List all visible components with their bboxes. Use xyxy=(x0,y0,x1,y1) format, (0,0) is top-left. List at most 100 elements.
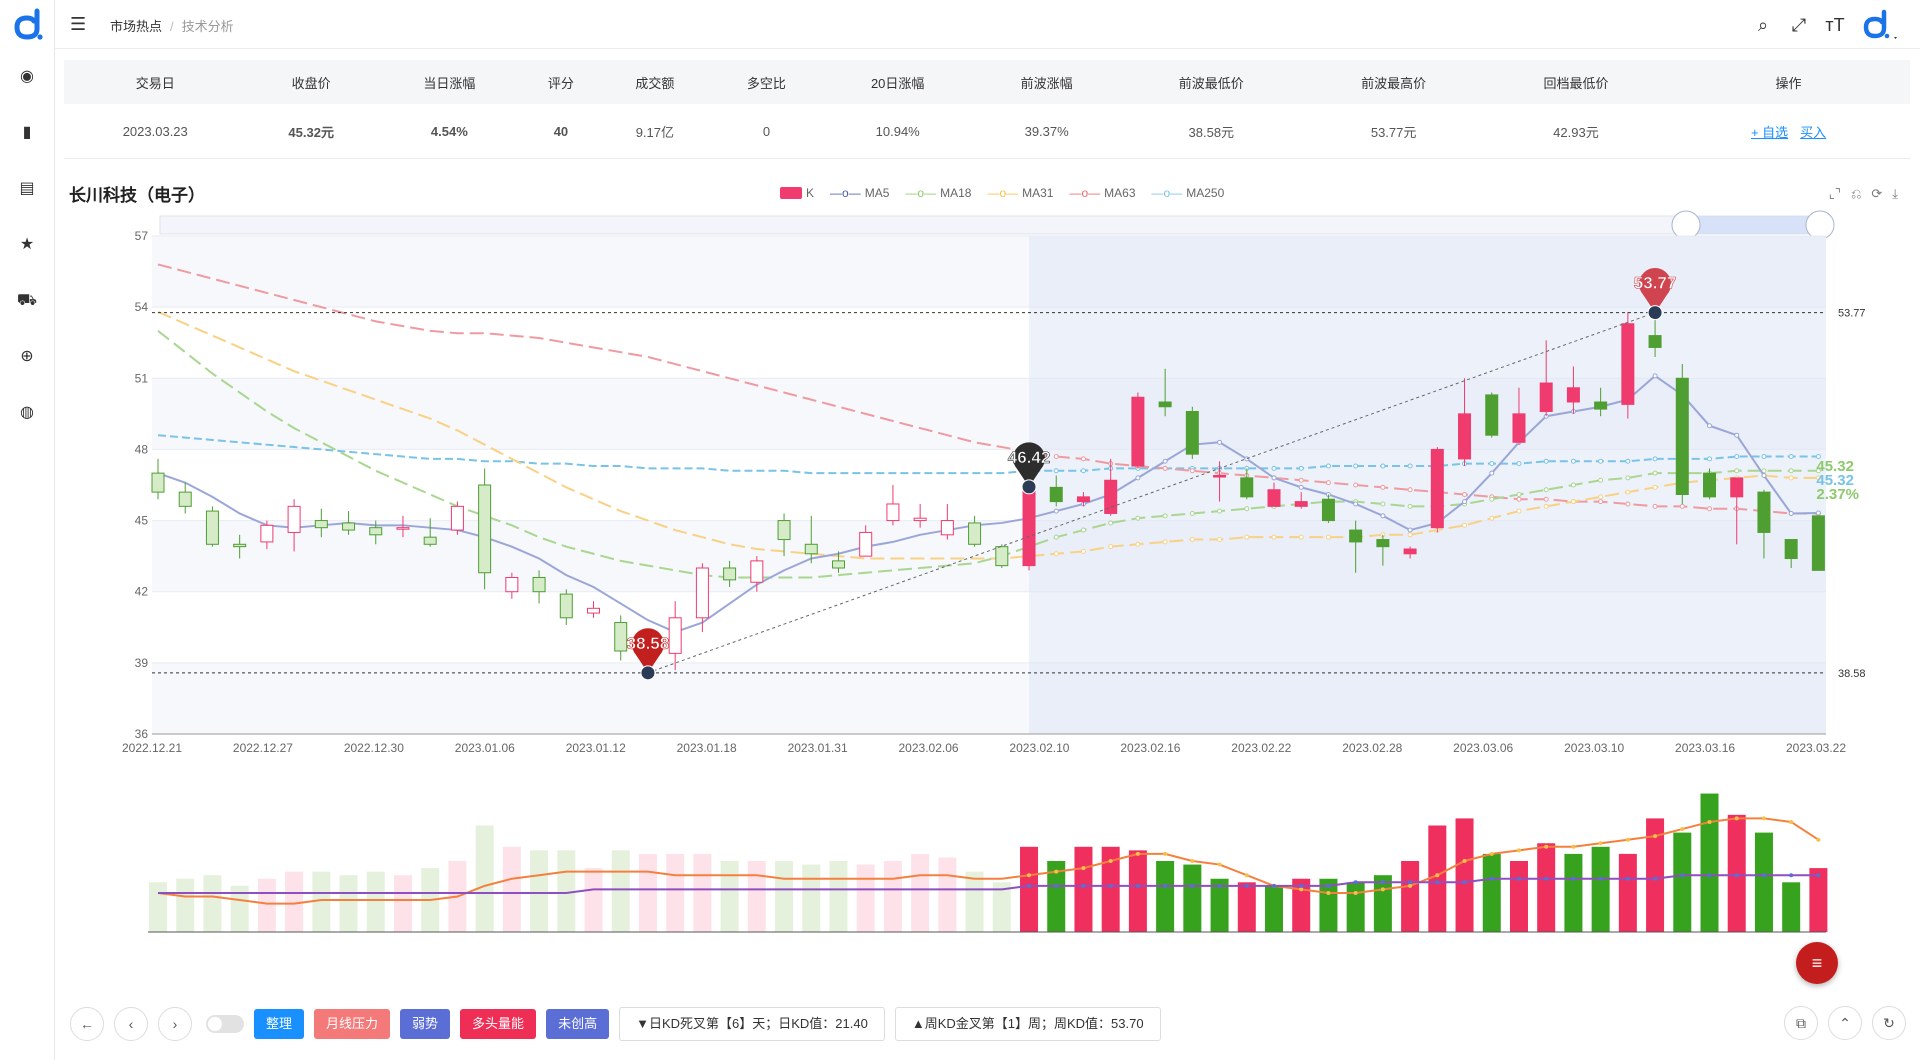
tag-monthly-resistance[interactable]: 月线压力 xyxy=(314,1009,391,1039)
refresh-icon[interactable]: ↻ xyxy=(1872,1006,1906,1040)
globe-icon[interactable]: ◉ xyxy=(20,68,34,85)
ma5-point xyxy=(1217,439,1223,445)
volume-bar xyxy=(1564,853,1583,932)
tag-weak[interactable]: 弱势 xyxy=(400,1009,451,1039)
restore-icon[interactable]: ⟳ xyxy=(1871,186,1883,201)
volume-avg-point xyxy=(1190,883,1195,888)
volume-avg-point xyxy=(1435,880,1440,885)
volume-avg-point xyxy=(1380,880,1385,885)
legend-line-icon: —o— xyxy=(1151,186,1183,200)
toggle-switch[interactable] xyxy=(206,1015,244,1033)
dashboard-icon[interactable]: ◍ xyxy=(20,404,34,421)
candle xyxy=(1158,401,1172,408)
ma5-point xyxy=(1271,475,1277,481)
buy-link[interactable]: 买入 xyxy=(1800,124,1827,140)
ma31-point xyxy=(1217,537,1223,543)
ma5-point xyxy=(1462,499,1468,505)
next-button[interactable]: › xyxy=(158,1007,192,1041)
volume-avg-point xyxy=(1598,876,1603,881)
tag-bull-volume[interactable]: 多头量能 xyxy=(460,1009,537,1039)
candle xyxy=(777,520,791,541)
candle xyxy=(1022,486,1036,567)
volume-ma-point xyxy=(1353,890,1358,895)
candle xyxy=(668,617,682,654)
search-icon[interactable]: ⌕ xyxy=(1757,14,1769,35)
app-logo[interactable] xyxy=(9,7,45,41)
ma250-point xyxy=(1353,463,1359,469)
volume-ma-point xyxy=(1544,844,1549,849)
candle xyxy=(1594,401,1608,410)
prev-button[interactable]: ‹ xyxy=(114,1007,148,1041)
legend-item-ma63[interactable]: —o— MA63 xyxy=(1069,186,1135,200)
legend-item-ma18[interactable]: —o— MA18 xyxy=(905,186,971,200)
legend-item-k[interactable]: K xyxy=(780,186,814,200)
candle xyxy=(1730,477,1744,498)
volume-bar xyxy=(1591,846,1610,932)
fullscreen-icon[interactable]: ⤢ xyxy=(1791,14,1807,35)
ma31-point xyxy=(1652,484,1658,490)
candle xyxy=(1512,413,1526,443)
candle xyxy=(1131,396,1145,467)
low-marker-pin xyxy=(631,628,664,673)
candle xyxy=(151,472,165,493)
tag-consolidation[interactable]: 整理 xyxy=(254,1009,305,1039)
start-marker-dot xyxy=(1021,479,1037,495)
volume-bar xyxy=(1047,861,1066,932)
scroll-top-icon[interactable]: ⌃ xyxy=(1828,1006,1862,1040)
high-marker-dot xyxy=(1647,305,1663,321)
volume-bar xyxy=(1782,882,1801,932)
zoom-select-icon[interactable]: ⌞⌝ xyxy=(1828,186,1841,201)
bar-chart-icon[interactable]: ▮ xyxy=(22,124,32,141)
volume-avg-point xyxy=(1217,883,1222,888)
zoom-reset-icon[interactable]: ⎌ xyxy=(1850,186,1862,201)
volume-bar xyxy=(1101,846,1120,932)
volume-avg-point xyxy=(1761,873,1766,878)
table-header: 前波最低价 xyxy=(1120,60,1303,104)
volume-avg-point xyxy=(1653,876,1658,881)
zoom-slider-track xyxy=(159,215,1821,235)
star-icon[interactable]: ★ xyxy=(19,236,35,253)
cell-ratio: 0 xyxy=(710,104,823,159)
ma31-point xyxy=(1570,499,1576,505)
x-tick-label: 2022.12.21 xyxy=(122,741,182,755)
ma31-point xyxy=(1462,522,1468,528)
legend-item-ma250[interactable]: —o— MA250 xyxy=(1152,186,1225,200)
add-watchlist-link[interactable]: + 自选 xyxy=(1750,124,1789,140)
high-marker-label: 53.77 xyxy=(1634,274,1677,293)
ma5-point xyxy=(1761,473,1767,479)
menu-toggle-icon[interactable]: ☰ xyxy=(70,14,87,34)
ma63-point xyxy=(1652,503,1658,509)
volume-ma-line xyxy=(157,817,1819,905)
volume-avg-point xyxy=(1516,876,1521,881)
save-image-icon[interactable]: ⤓ xyxy=(1892,186,1898,201)
font-size-icon[interactable]: ᴛT xyxy=(1825,14,1845,35)
menu-icon: ≡ xyxy=(1811,952,1823,973)
chart-menu-button[interactable]: ≡ xyxy=(1796,942,1838,984)
ma63-point xyxy=(1598,499,1604,505)
ma250-point xyxy=(1516,461,1522,467)
candle xyxy=(505,576,519,593)
user-avatar[interactable] xyxy=(1860,9,1900,41)
volume-ma-point xyxy=(1625,837,1630,842)
y-tick-label: 51 xyxy=(135,371,149,385)
cart-icon[interactable]: ⛟ xyxy=(16,292,38,309)
tag-no-new-high[interactable]: 未创高 xyxy=(546,1009,610,1039)
ma5-point xyxy=(1135,475,1141,481)
copy-icon[interactable]: ⧉ xyxy=(1784,1006,1818,1040)
ma250-point xyxy=(1707,456,1713,462)
table-header: 交易日 xyxy=(64,60,247,104)
volume-bar xyxy=(530,850,549,932)
ma250-point xyxy=(1570,458,1576,464)
ma18-point xyxy=(1489,496,1495,502)
back-button[interactable]: ← xyxy=(70,1007,104,1041)
volume-bar xyxy=(1020,846,1039,932)
volume-bar xyxy=(475,825,494,932)
breadcrumb-parent[interactable]: 市场热点 xyxy=(110,19,163,34)
support-icon[interactable]: ⊕ xyxy=(20,348,34,365)
ma63-line xyxy=(157,263,1819,515)
newspaper-icon[interactable]: ▤ xyxy=(19,180,35,197)
volume-bar xyxy=(203,875,222,932)
legend-item-ma5[interactable]: —o— MA5 xyxy=(830,186,889,200)
legend-item-ma31[interactable]: —o— MA31 xyxy=(987,186,1053,200)
